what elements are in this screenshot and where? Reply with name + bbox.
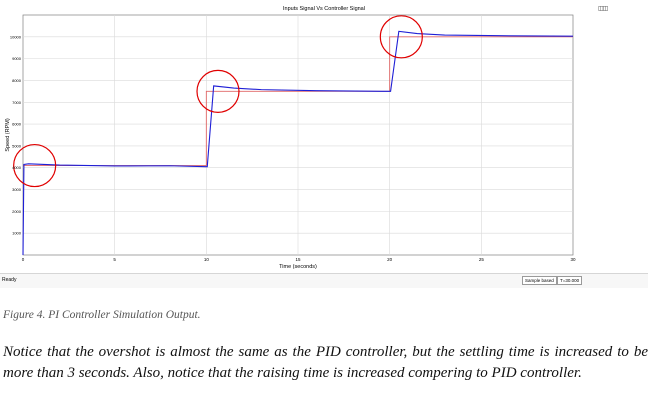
y-tick-label: 7000 — [12, 100, 22, 105]
series-layer — [22, 30, 574, 256]
dock-icon[interactable]: ◫◫ — [598, 6, 608, 12]
status-bar: Ready Sample based T=30.000 — [0, 273, 648, 288]
figure-caption: Figure 4. PI Controller Simulation Outpu… — [3, 309, 201, 321]
status-sample-mode: Sample based — [522, 276, 557, 285]
y-tick-label: 2000 — [12, 209, 22, 214]
chart-plot: 0 5 10 15 20 25 30 1000 2000 3000 4000 5000 6000 700… — [5, 14, 576, 270]
chart-title: Inputs Signal Vs Controller Signal — [283, 6, 365, 12]
x-tick-label: 20 — [387, 257, 393, 262]
highlight-circle — [196, 69, 240, 113]
body-paragraph: Notice that the overshot is almost the s… — [3, 344, 648, 381]
x-axis-label: Time (seconds) — [279, 264, 317, 270]
y-tick-label: 5000 — [12, 143, 22, 148]
status-sim-time: T=30.000 — [557, 276, 583, 285]
y-tick-labels: 1000 2000 3000 4000 5000 6000 7000 8000 9000 1000… — [10, 34, 22, 235]
highlight-circle — [379, 15, 423, 59]
x-tick-label: 25 — [479, 257, 485, 262]
y-tick-label: 6000 — [12, 122, 22, 127]
series-response — [22, 30, 574, 256]
scope-window: Inputs Signal Vs Controller Signal ◫◫ 0 5… — [0, 6, 648, 288]
y-axis-label: Speed (RPM) — [5, 118, 11, 151]
y-tick-label: 3000 — [12, 187, 22, 192]
x-tick-label: 5 — [113, 257, 116, 262]
y-tick-label: 8000 — [12, 78, 22, 83]
y-tick-label: 4000 — [12, 165, 22, 170]
x-tick-label: 30 — [570, 257, 576, 262]
y-tick-label: 10000 — [10, 34, 22, 39]
x-tick-label: 15 — [295, 257, 301, 262]
y-tick-label: 1000 — [12, 231, 22, 236]
annotation-layer — [13, 15, 423, 188]
x-tick-label: 0 — [22, 257, 25, 262]
y-tick-label: 9000 — [12, 56, 22, 61]
highlight-circle — [13, 143, 57, 188]
status-ready-text: Ready — [2, 277, 17, 283]
x-tick-labels: 0 5 10 15 20 25 30 — [22, 257, 576, 262]
grid-y — [23, 36, 573, 234]
x-tick-label: 10 — [204, 257, 210, 262]
